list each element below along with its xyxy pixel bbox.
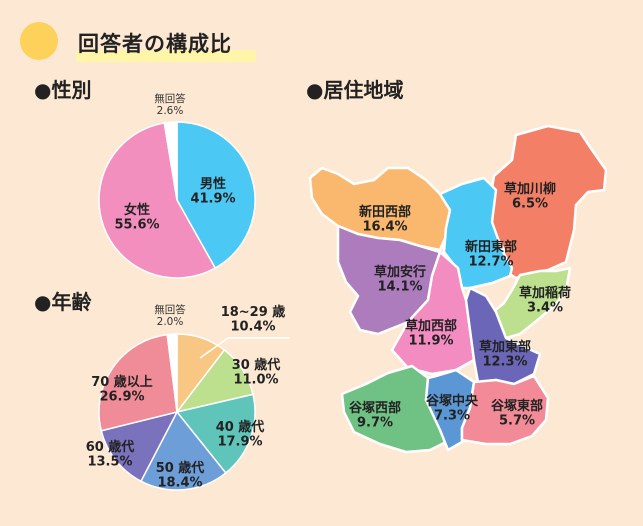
region-label-3: 草加安行 14.1% — [374, 264, 426, 295]
age-pie-slice-3 — [139, 410, 227, 491]
section-title-region: ●居住地域 — [306, 78, 404, 102]
age-label-60s: 60 歳代 13.5% — [86, 439, 135, 470]
age-pie-slice-2 — [175, 393, 256, 474]
region-label-0: 草加川柳 6.5% — [504, 181, 556, 212]
region-label-4: 草加稲荷 3.4% — [519, 285, 571, 316]
header-highlight — [76, 50, 256, 62]
age-label-30s: 30 歳代 11.0% — [232, 357, 281, 388]
age-label-50s: 50 歳代 18.4% — [156, 460, 205, 491]
age-pie-slice-5 — [98, 333, 178, 432]
age-label-40s: 40 歳代 17.9% — [216, 419, 265, 450]
age-label-70plus: 70 歳以上 26.9% — [91, 374, 153, 405]
gender-label-noanswer: 無回答 2.6% — [154, 92, 186, 117]
region-label-9: 谷塚東部 5.7% — [491, 398, 543, 429]
age-pie-slice-4 — [100, 410, 179, 483]
header: 回答者の構成比 — [14, 18, 274, 66]
age-label-noanswer: 無回答 2.0% — [154, 303, 186, 328]
gender-label-female: 女性 55.6% — [114, 202, 159, 233]
page-title: 回答者の構成比 — [78, 32, 232, 56]
region-area-4 — [490, 266, 572, 340]
region-label-6: 草加東部 12.3% — [479, 339, 531, 370]
gender-pie-slice-2 — [163, 121, 178, 201]
section-title-gender: ●性別 — [34, 78, 92, 102]
section-title-age: ●年齢 — [34, 290, 92, 314]
age-leader-line — [199, 337, 229, 359]
region-label-2: 新田東部 12.7% — [465, 239, 517, 270]
region-label-7: 谷塚西部 9.7% — [349, 400, 401, 431]
age-label-18-29: 18~29 歳 10.4% — [221, 304, 286, 335]
age-pie-slice-6 — [166, 333, 178, 413]
region-label-5: 草加西部 11.9% — [405, 318, 457, 349]
region-area-9 — [460, 374, 550, 446]
region-label-1: 新田西部 16.4% — [359, 204, 411, 235]
region-label-8: 谷塚中央 7.3% — [426, 393, 479, 424]
region-area-6 — [464, 286, 542, 386]
gender-label-male: 男性 41.9% — [190, 176, 235, 207]
header-dot-icon — [20, 22, 58, 60]
region-area-2 — [438, 176, 514, 290]
gender-pie-slice-1 — [98, 122, 217, 279]
gender-pie-slice-0 — [176, 121, 256, 270]
